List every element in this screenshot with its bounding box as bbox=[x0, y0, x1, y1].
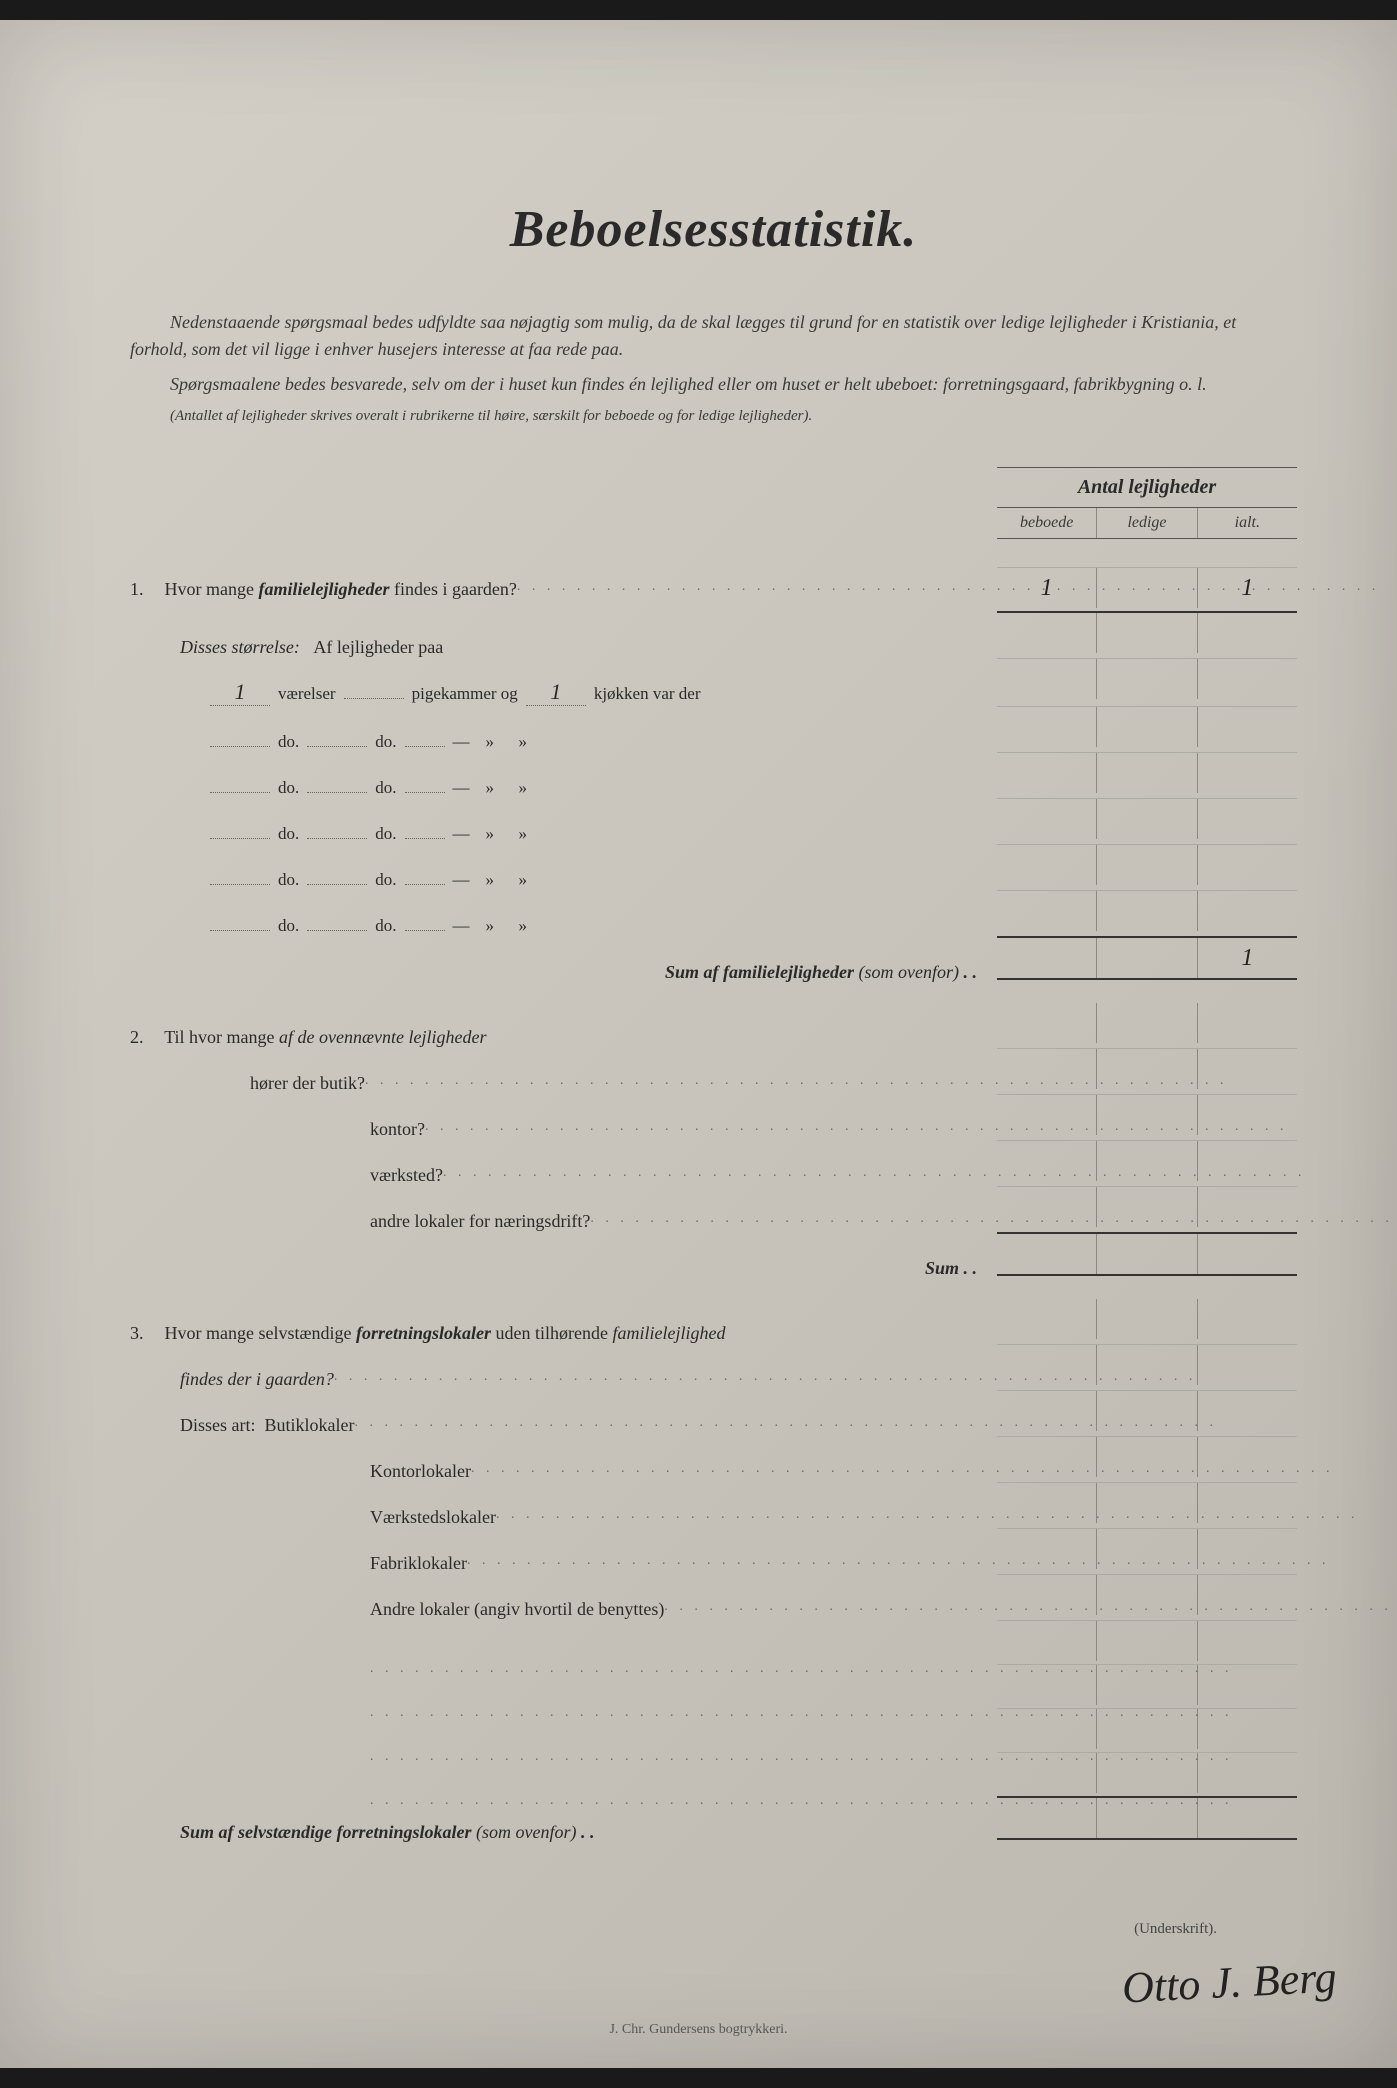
q3-fabrik: Fabriklokaler bbox=[130, 1528, 1297, 1574]
q1-size-intro: Disses størrelse: Af lejligheder paa bbox=[130, 611, 1297, 658]
signature: Otto J. Berg bbox=[1121, 1951, 1338, 2013]
col-ledige: ledige bbox=[1097, 508, 1197, 538]
room-row-3: do. do. — » » bbox=[130, 752, 1297, 798]
printer-credit: J. Chr. Gundersens bogtrykkeri. bbox=[0, 2022, 1397, 2038]
intro-paragraph-2: Spørgsmaalene bedes besvarede, selv om d… bbox=[130, 371, 1297, 398]
q3-kontor: Kontorlokaler bbox=[130, 1436, 1297, 1482]
room-row-1: 1 værelser pigekammer og 1 kjøkken var d… bbox=[130, 658, 1297, 706]
q2-sum: Sum . . bbox=[130, 1232, 1297, 1279]
page-title: Beboelsesstatistik. bbox=[130, 200, 1297, 259]
document-page: Beboelsesstatistik. Nedenstaaende spørgs… bbox=[0, 20, 1397, 2068]
q3-blank-1 bbox=[130, 1620, 1297, 1664]
room-row-5: do. do. — » » bbox=[130, 844, 1297, 890]
intro-paragraph-1: Nedenstaaende spørgsmaal bedes udfyldte … bbox=[130, 309, 1297, 363]
size-intro-cells bbox=[997, 611, 1297, 653]
q2-butik: hører der butik? bbox=[130, 1048, 1297, 1094]
table-header: Antal lejligheder beboede ledige ialt. bbox=[997, 467, 1297, 539]
q3-andre: Andre lokaler (angiv hvortil de benyttes… bbox=[130, 1574, 1297, 1620]
table-header-columns: beboede ledige ialt. bbox=[997, 508, 1297, 539]
table-header-title: Antal lejligheder bbox=[997, 467, 1297, 508]
q1-num: 1. bbox=[130, 579, 160, 600]
signature-label: (Underskrift). bbox=[1134, 1921, 1217, 1938]
q1-row: 1. Hvor mange familielejligheder findes … bbox=[130, 567, 1297, 611]
room-row-4: do. do. — » » bbox=[130, 798, 1297, 844]
form-content: 1. Hvor mange familielejligheder findes … bbox=[130, 467, 1297, 1843]
q3-row: 3. Hvor mange selvstændige forretningslo… bbox=[130, 1299, 1297, 1344]
q1-text: 1. Hvor mange familielejligheder findes … bbox=[130, 579, 997, 600]
q3-row-2: findes der i gaarden? bbox=[130, 1344, 1297, 1390]
q1-sum-row: Sum af familielejligheder (som ovenfor) … bbox=[130, 936, 1297, 983]
col-beboede: beboede bbox=[997, 508, 1097, 538]
form-area: Antal lejligheder beboede ledige ialt. 1… bbox=[130, 467, 1297, 1843]
intro-paragraph-3: (Antallet af lejligheder skrives overalt… bbox=[130, 406, 1297, 427]
q2-kontor: kontor? bbox=[130, 1094, 1297, 1140]
room-row-2: do. do. — » » bbox=[130, 706, 1297, 752]
q3-butik: Disses art: Butiklokaler bbox=[130, 1390, 1297, 1436]
q2-row: 2. Til hvor mange af de ovennævnte lejli… bbox=[130, 1003, 1297, 1048]
q3-vaerksted: Værkstedslokaler bbox=[130, 1482, 1297, 1528]
room-row-6: do. do. — » » bbox=[130, 890, 1297, 936]
col-ialt: ialt. bbox=[1198, 508, 1297, 538]
q2-andre: andre lokaler for næringsdrift? bbox=[130, 1186, 1297, 1232]
q2-vaerksted: værksted? bbox=[130, 1140, 1297, 1186]
